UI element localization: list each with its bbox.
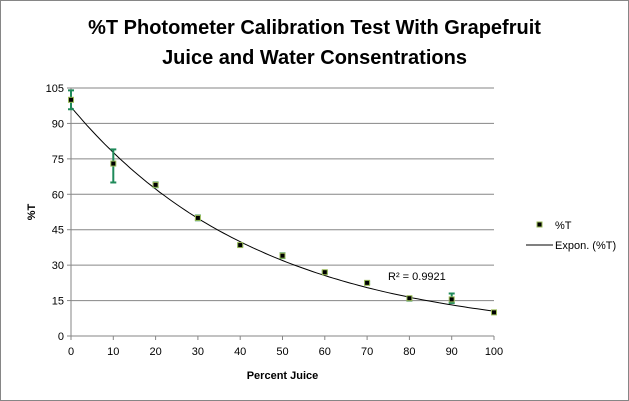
y-tick-label: 105 [46, 83, 64, 95]
y-axis-label: %T [26, 203, 38, 220]
legend-label-series: %T [555, 220, 572, 232]
data-point [321, 269, 328, 276]
x-tick-label: 20 [149, 346, 161, 358]
y-tick-label: 75 [52, 154, 64, 166]
x-tick-label: 70 [361, 346, 373, 358]
y-tick-label: 15 [52, 296, 64, 308]
x-tick-label: 0 [68, 346, 74, 358]
y-tick-label: 60 [52, 189, 64, 201]
x-tick-label: 80 [403, 346, 415, 358]
chart-title: %T Photometer Calibration Test With Grap… [1, 13, 628, 73]
x-axis-label: Percent Juice [247, 370, 319, 382]
data-point [68, 96, 74, 103]
legend-marker [536, 221, 543, 228]
title-line-1: %T Photometer Calibration Test With Grap… [88, 17, 541, 39]
trendline [70, 106, 495, 312]
x-tick-label: 50 [276, 346, 288, 358]
title-line-2: Juice and Water Consentrations [162, 47, 467, 69]
data-point [194, 214, 201, 221]
y-tick-label: 45 [52, 225, 64, 237]
data-point [152, 181, 159, 188]
x-tick-label: 90 [446, 346, 458, 358]
x-tick-label: 10 [107, 346, 119, 358]
y-tick-label: 30 [52, 260, 64, 272]
data-point [491, 309, 497, 316]
x-tick-label: 100 [485, 346, 503, 358]
data-point [406, 295, 413, 302]
data-point [110, 160, 117, 167]
y-tick-label: 90 [52, 118, 64, 130]
legend-label-trend: Expon. (%T) [555, 240, 616, 252]
data-point [237, 242, 244, 249]
x-tick-label: 60 [319, 346, 331, 358]
data-point [448, 296, 455, 303]
x-tick-label: 30 [192, 346, 204, 358]
data-point [279, 252, 286, 259]
r-squared-label: R² = 0.9921 [388, 271, 446, 283]
y-tick-label: 0 [58, 331, 64, 343]
data-point [364, 279, 371, 286]
x-tick-label: 40 [234, 346, 246, 358]
